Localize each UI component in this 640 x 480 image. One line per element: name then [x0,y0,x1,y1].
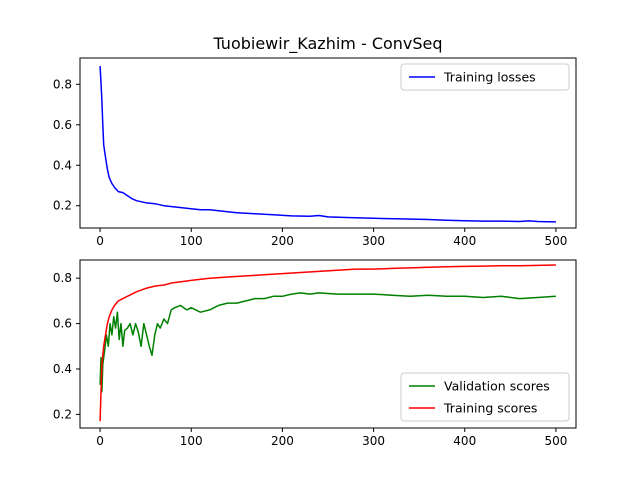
validation-scores-legend-label: Validation scores [444,379,550,394]
scores-x-tick-label: 300 [362,434,385,448]
validation-scores-line [99,292,556,393]
training-loss-y-tick-label: 0.8 [53,77,72,91]
scores-y-tick-label: 0.8 [53,271,72,285]
scores-panel: 0 100 200 300 400 500 0.2 0.4 0.6 0.8 Validation … [53,259,577,448]
training-loss-legend: Training losses [400,63,570,91]
training-loss-frame [79,57,577,229]
scores-lines [99,264,556,422]
training-loss-legend-box [400,63,570,91]
training-loss-x-tick-label: 0 [96,234,104,248]
training-scores-line [99,264,556,422]
scores-legend: Validation scores Training scores [400,372,570,422]
scores-x-tick-label: 0 [96,434,104,448]
training-loss-x-tick-label: 500 [544,234,567,248]
scores-x-tick-label: 400 [453,434,476,448]
training-loss-x-tick-label: 100 [180,234,203,248]
training-loss-y-tick-label: 0.6 [53,118,72,132]
scores-y-tick-label: 0.2 [53,407,72,421]
training-scores-legend-label: Training scores [443,401,537,416]
training-loss-x-tick-label: 300 [362,234,385,248]
training-loss-y-tick-label: 0.4 [53,158,72,172]
training-loss-panel: 0 100 200 300 400 500 0.2 0.4 0.6 0.8 Training lo… [53,57,577,248]
scores-x-tick-label: 100 [180,434,203,448]
scores-x-tick-label: 500 [544,434,567,448]
scores-frame [79,259,577,429]
scores-ticks: 0 100 200 300 400 500 0.2 0.4 0.6 0.8 [53,271,567,448]
scores-x-tick-label: 200 [271,434,294,448]
scores-legend-box [400,372,570,422]
scores-y-tick-label: 0.6 [53,317,72,331]
scores-y-tick-label: 0.4 [53,362,72,376]
figure-title: Tuobiewir_Kazhim - ConvSeq [212,34,442,54]
training-loss-ticks: 0 100 200 300 400 500 0.2 0.4 0.6 0.8 [53,77,567,248]
training-loss-x-tick-label: 400 [453,234,476,248]
training-losses-line [99,66,556,223]
training-loss-y-tick-label: 0.2 [53,199,72,213]
training-loss-x-tick-label: 200 [271,234,294,248]
training-losses-legend-label: Training losses [443,70,536,85]
training-loss-lines [99,66,556,223]
